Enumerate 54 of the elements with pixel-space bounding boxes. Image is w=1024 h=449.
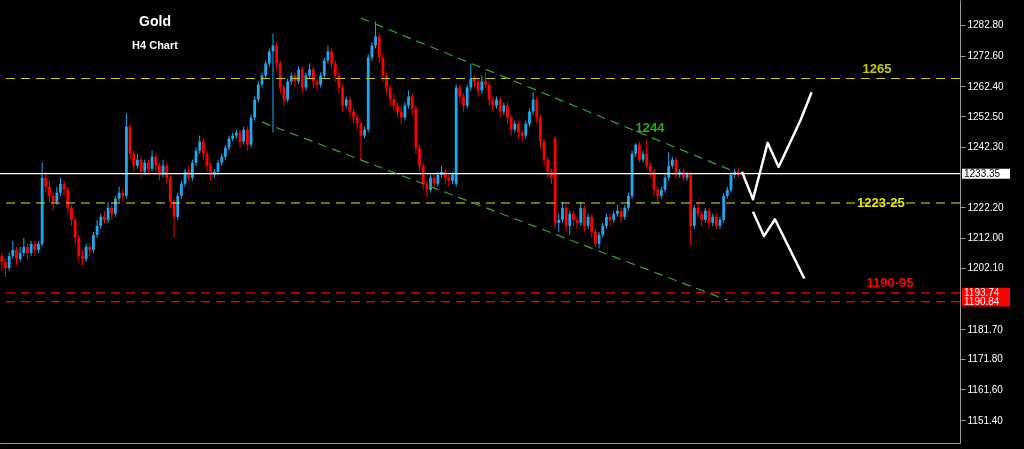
candlestick	[583, 204, 586, 233]
candlestick	[579, 201, 583, 227]
annotation: 1190-95	[866, 274, 914, 290]
y-tick-label: 1222.20	[967, 201, 1005, 213]
y-tick-label: 1181.70	[967, 323, 1004, 335]
y-tick-label: 1171.80	[967, 353, 1004, 365]
y-tick-label: 1161.60	[967, 383, 1004, 395]
y-tick-label: 1252.50	[967, 110, 1005, 122]
candlestick	[176, 192, 180, 221]
candlestick	[458, 84, 462, 104]
candlestick	[692, 204, 696, 230]
candlestick	[429, 174, 432, 194]
candlestick	[4, 258, 7, 278]
candlestick	[311, 65, 315, 89]
ref-line-label: 1190.84	[964, 295, 1000, 307]
candlestick	[590, 213, 594, 239]
annotation: 1223-25	[857, 195, 905, 210]
candlestick	[242, 126, 246, 146]
text: H4 Chart	[132, 39, 179, 51]
candlestick	[157, 162, 161, 182]
y-tick-label: 1151.40	[967, 414, 1004, 426]
y-tick-label: 1202.10	[967, 262, 1005, 274]
candlestick	[399, 105, 403, 125]
line-series	[751, 210, 806, 280]
candlestick	[59, 177, 62, 197]
y-tick-label: 1262.40	[967, 80, 1005, 92]
annotation: 1265	[862, 61, 892, 77]
candlestick	[286, 77, 290, 104]
candlestick	[462, 93, 465, 113]
y-tick-label: 1272.60	[967, 50, 1005, 62]
candlestick	[594, 228, 597, 248]
candlestick	[275, 41, 279, 70]
candlestick	[15, 246, 18, 266]
candlestick	[535, 96, 539, 125]
text: Gold	[139, 13, 171, 29]
y-tick-label: 1282.80	[967, 19, 1005, 31]
ref-line-label: 1193.74	[964, 286, 1000, 298]
candlestick	[645, 139, 649, 170]
candlestick	[55, 186, 59, 206]
y-tick-label: 1242.30	[967, 141, 1005, 153]
candlestick	[154, 153, 158, 173]
candlestick	[297, 65, 301, 86]
candlestick	[524, 120, 528, 140]
candlestick	[330, 47, 333, 70]
candlestick	[44, 171, 48, 194]
candlestick	[557, 213, 561, 233]
candlestick	[517, 120, 520, 140]
candlestick	[0, 252, 4, 272]
y-tick-label: 1212.00	[967, 232, 1005, 244]
candlestick	[564, 204, 568, 233]
candlestick	[300, 65, 304, 95]
ref-line-label: 1233.35	[964, 167, 1001, 179]
annotation: 1244	[635, 120, 666, 136]
candlestick	[84, 243, 88, 263]
